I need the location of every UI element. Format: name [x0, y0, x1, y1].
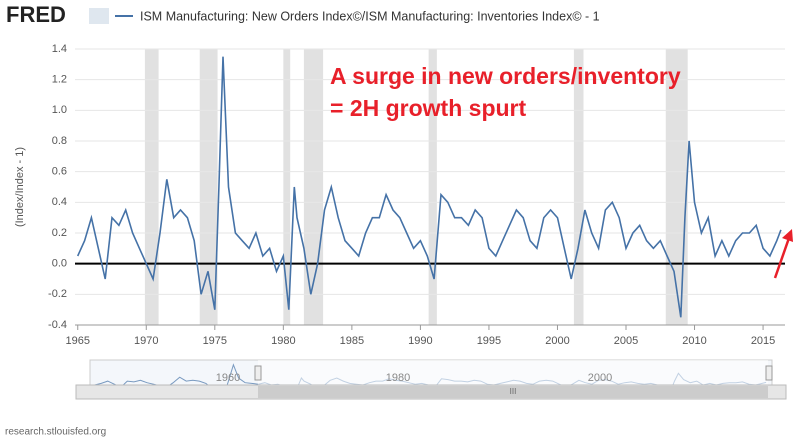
navigator: 1960 1980 2000 III: [75, 359, 787, 400]
y-tick-label: 0.0: [52, 258, 67, 270]
x-tick-label: 1990: [408, 335, 432, 347]
legend-entry: ISM Manufacturing: New Orders Index©/ISM…: [140, 9, 600, 23]
x-tick-label: 1975: [203, 335, 227, 347]
logo: FRED: [6, 2, 66, 27]
x-tick-label: 2010: [682, 335, 706, 347]
y-tick-label: 0.2: [52, 227, 67, 239]
navigator-label: 1980: [386, 372, 410, 384]
arrow: [773, 229, 793, 279]
recession-band: [144, 49, 159, 325]
x-tick-label: 1980: [271, 335, 295, 347]
footer: research.stlouisfed.org: [5, 427, 106, 438]
navigator-label: 1960: [216, 372, 240, 384]
x-tick-label: 1995: [477, 335, 501, 347]
y-tick-label: 1.2: [52, 74, 67, 86]
logo-icon: [89, 8, 109, 24]
recession-band: [428, 49, 437, 325]
recession-band: [283, 49, 291, 325]
scrollbar-grip: III: [510, 387, 517, 396]
x-tick-label: 1965: [65, 335, 89, 347]
plot-area: -0.4 -0.2 0.0 0.2 0.4 0.6 0.8 1.0 1.2 1.4 1965 1970…: [48, 43, 785, 347]
x-tick-label: 2015: [751, 335, 775, 347]
x-tick-label: 1985: [340, 335, 364, 347]
scrollbar-thumb[interactable]: [258, 386, 768, 398]
x-tick-label: 1970: [134, 335, 158, 347]
y-tick-label: 0.6: [52, 166, 67, 178]
navigator-label: 2000: [588, 372, 612, 384]
data-line: [76, 56, 782, 318]
y-tick-label: -0.4: [48, 319, 67, 331]
recession-band: [665, 49, 688, 325]
x-tick-label: 2000: [545, 335, 569, 347]
recession-band: [573, 49, 584, 325]
y-tick-label: 1.0: [52, 104, 67, 116]
y-tick-label: 1.4: [52, 43, 67, 55]
navigator-handle[interactable]: [765, 365, 773, 381]
y-tick-label: 0.4: [52, 196, 67, 208]
annotation: = 2H growth spurt: [330, 95, 526, 121]
y-axis-label: (Index/Index - 1): [14, 147, 26, 227]
y-tick-label: -0.2: [48, 288, 67, 300]
navigator-handle[interactable]: [254, 365, 262, 381]
annotation: A surge in new orders/inventory: [330, 63, 681, 89]
recession-band: [199, 49, 218, 325]
y-tick-label: 0.8: [52, 135, 67, 147]
x-tick-label: 2005: [614, 335, 638, 347]
